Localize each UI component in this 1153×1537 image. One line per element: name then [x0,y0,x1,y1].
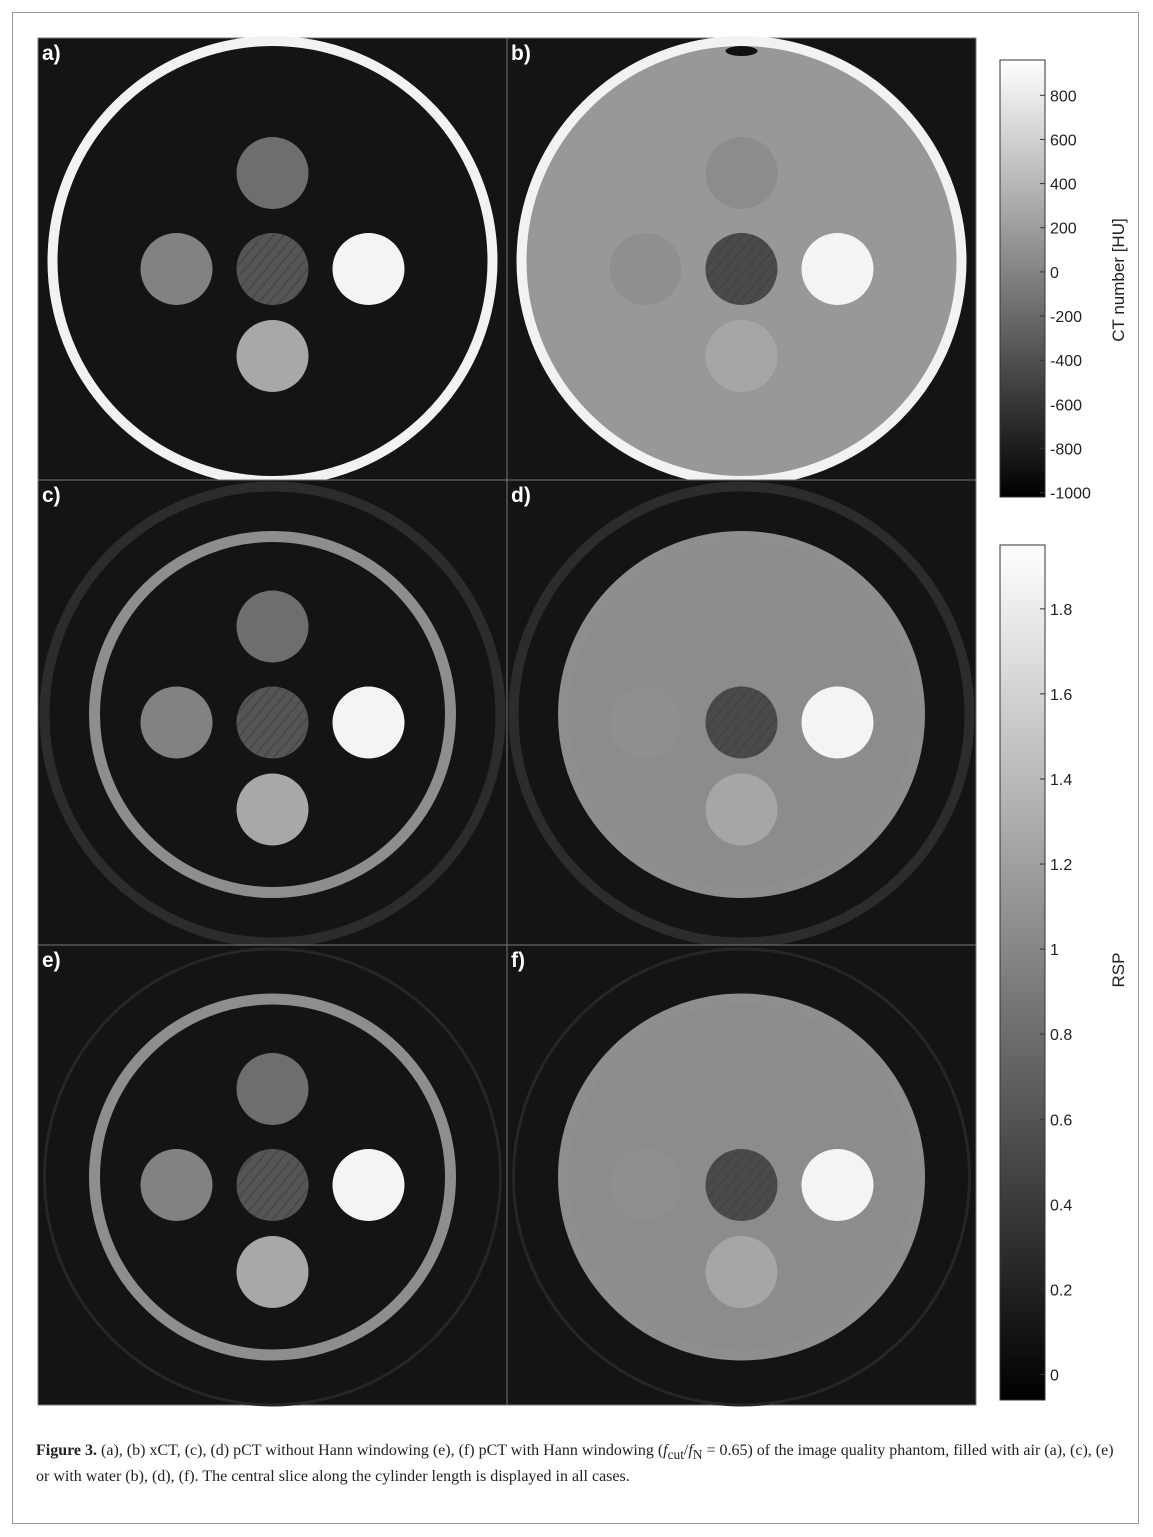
colorbar-tick-label: -1000 [1050,486,1091,503]
insert-hatch [236,233,309,305]
outer-artifact [508,481,975,948]
insert [705,320,778,392]
caption-math: / [683,1442,689,1459]
colorbar [999,59,1046,498]
insert-hatch [705,686,778,759]
insert-hatch [236,686,309,759]
caption-text: = 0.65) of the image quality phantom, fi… [36,1442,1114,1486]
colorbar-tick-label: 0 [1050,265,1059,282]
colorbar-tick-label: -400 [1050,353,1082,370]
insert [332,233,405,305]
caption-text: (a), (b) xCT, (c), (d) pCT without Hann … [101,1442,664,1459]
panel-label: f) [511,949,525,972]
outer-artifact [512,947,971,1407]
colorbar-tick-label: -200 [1050,309,1082,326]
colorbar-tick-label: -600 [1050,397,1082,414]
colorbar-tick-label: 800 [1050,88,1077,105]
colorbar-tick-label: 200 [1050,221,1077,238]
colorbar-label: RSP [1109,953,1128,988]
insert [609,233,682,305]
insert [236,320,309,392]
insert [705,773,778,846]
insert [705,1053,778,1125]
insert-hatch [705,1149,778,1221]
insert [705,1236,778,1308]
insert-hatch [236,1149,309,1221]
panel-label: b) [511,42,531,65]
colorbar [999,544,1046,1401]
colorbar-tick-label: 0.6 [1050,1112,1072,1129]
insert [140,1149,213,1221]
caption-math: f [663,1442,668,1459]
panel-label: c) [42,484,61,507]
caption-math: N [692,1447,703,1463]
insert [332,1149,405,1221]
colorbar-tick-label: 0 [1050,1367,1059,1384]
caption-math: f [688,1442,693,1459]
insert [801,1149,874,1221]
colorbar-tick-label: 0.8 [1050,1027,1072,1044]
insert [236,137,309,209]
insert [705,137,778,209]
colorbar-tick-label: 1.4 [1050,772,1072,789]
figure: a) b) c) d) e) f) 800 600 400 200 0 -200 -400 -600 -80… [37,36,1128,1407]
outer-artifact [43,947,502,1407]
insert [609,686,682,759]
colorbar-tick-label: 1 [1050,942,1059,959]
colorbar-tick-label: 1.2 [1050,857,1072,874]
insert [236,1053,309,1125]
insert [609,1149,682,1221]
figure-caption: Figure 3. (a), (b) xCT, (c), (d) pCT wit… [36,1440,1126,1488]
colorbar-tick-label: 600 [1050,132,1077,149]
colorbar-tick-label: -800 [1050,441,1082,458]
colorbar-label: CT number [HU] [1109,218,1128,341]
caption-label: Figure 3. [36,1442,98,1459]
panel-label: d) [511,484,531,507]
panel-label: e) [42,949,61,972]
insert [705,590,778,663]
colorbar-tick-label: 400 [1050,177,1077,194]
colorbar-tick-label: 0.2 [1050,1282,1072,1299]
insert [140,233,213,305]
insert [801,233,874,305]
colorbar-tick-label: 1.8 [1050,602,1072,619]
panel-label: a) [42,42,61,65]
insert [236,773,309,846]
colorbar-tick-label: 1.6 [1050,687,1072,704]
outer-artifact [39,481,506,948]
insert [801,686,874,759]
insert [236,1236,309,1308]
insert-hatch [705,233,778,305]
caption-math: cut [667,1447,684,1463]
figure-frame [12,12,1139,1524]
air-bubble [725,46,758,56]
insert [140,686,213,759]
colorbar-tick-label: 0.4 [1050,1197,1072,1214]
insert [236,590,309,663]
insert [332,686,405,759]
